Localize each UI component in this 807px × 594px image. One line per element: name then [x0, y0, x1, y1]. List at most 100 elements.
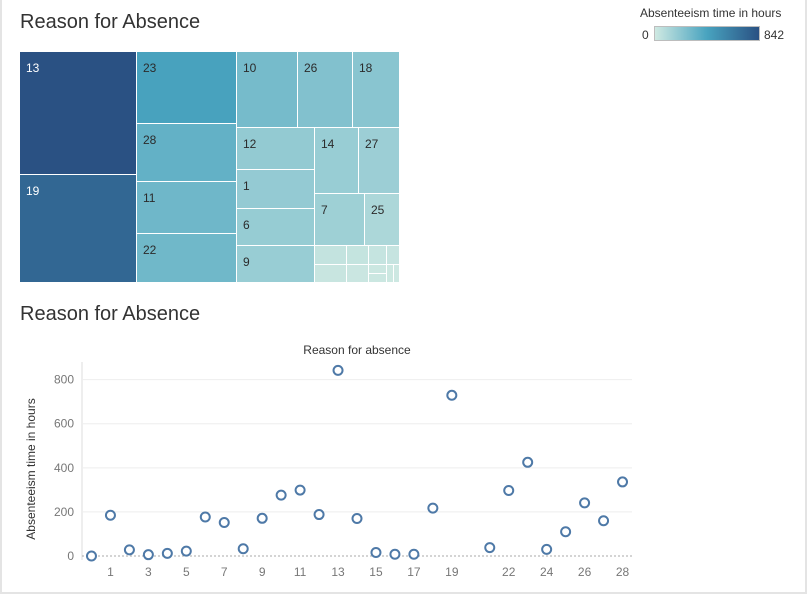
treemap-tile-22[interactable]: 22	[137, 234, 237, 283]
treemap-tile-small[interactable]	[369, 265, 387, 274]
scatter-point	[275, 489, 287, 501]
x-tick-label: 17	[407, 565, 421, 579]
scatter-point	[579, 497, 591, 509]
treemap-tile-label: 6	[243, 218, 250, 232]
treemap-tile-27[interactable]: 27	[359, 128, 400, 194]
treemap-tile-19[interactable]: 19	[20, 175, 137, 283]
legend-title: Absenteeism time in hours	[640, 6, 782, 20]
scatter-point	[142, 549, 154, 561]
treemap-tile-small[interactable]	[394, 265, 400, 283]
treemap-tile-label: 13	[26, 61, 40, 75]
scatter-point	[389, 548, 401, 560]
treemap-tile-label: 27	[365, 137, 379, 151]
treemap-tile-label: 7	[321, 203, 328, 217]
treemap-tile-label: 26	[304, 61, 318, 75]
treemap-tile-label: 12	[243, 137, 257, 151]
treemap-tile-label: 9	[243, 255, 250, 269]
x-tick-label: 28	[616, 565, 630, 579]
treemap-tile-label: 19	[26, 184, 40, 198]
treemap-tile-small[interactable]	[387, 265, 394, 283]
legend-min-label: 0	[642, 28, 649, 42]
scatter-title: Reason for Absence	[20, 303, 201, 325]
y-tick-label: 800	[54, 373, 74, 387]
treemap-tile-label: 18	[359, 61, 373, 75]
frame-edge-bottom	[0, 592, 807, 594]
x-tick-label: 19	[445, 565, 459, 579]
y-tick-label: 600	[54, 417, 74, 431]
treemap-tile-label: 1	[243, 179, 250, 193]
x-tick-label: 13	[331, 565, 345, 579]
treemap-tile-small[interactable]	[369, 246, 387, 265]
treemap-title: Reason for Absence	[20, 11, 201, 33]
treemap-tile-1[interactable]: 1	[237, 170, 315, 209]
scatter-point	[598, 515, 610, 527]
treemap-tile-10[interactable]: 10	[237, 52, 298, 128]
treemap-tile-7[interactable]: 7	[315, 194, 365, 246]
scatter-point	[503, 485, 515, 497]
scatter-point	[351, 513, 363, 525]
treemap-tile-small[interactable]	[369, 274, 387, 283]
x-tick-label: 22	[502, 565, 516, 579]
treemap-tile-14[interactable]: 14	[315, 128, 359, 194]
scatter-point	[256, 512, 268, 524]
treemap-tile-small[interactable]	[387, 246, 400, 265]
x-tick-label: 9	[259, 565, 266, 579]
legend-max-label: 842	[764, 28, 785, 42]
treemap-tile-label: 22	[143, 243, 157, 257]
treemap-tile-23[interactable]: 23	[137, 52, 237, 124]
scatter-point	[218, 516, 230, 528]
treemap-tile-label: 28	[143, 133, 157, 147]
treemap-tile-small[interactable]	[315, 246, 347, 265]
scatter-point	[484, 542, 496, 554]
scatter-point	[161, 547, 173, 559]
x-axis-title: Reason for absence	[303, 343, 411, 357]
treemap-tile-label: 11	[143, 191, 156, 205]
x-tick-label: 3	[145, 565, 152, 579]
scatter-point	[237, 543, 249, 555]
treemap-tile-label: 23	[143, 61, 157, 75]
scatter-point	[427, 502, 439, 514]
scatter-point	[408, 548, 420, 560]
x-tick-label: 5	[183, 565, 190, 579]
treemap-tile-9[interactable]: 9	[237, 246, 315, 283]
scatter-point	[104, 509, 116, 521]
treemap-tile-small[interactable]	[347, 246, 369, 265]
x-tick-label: 24	[540, 565, 554, 579]
treemap-tile-26[interactable]: 26	[298, 52, 353, 128]
treemap-tile-label: 14	[321, 137, 335, 151]
treemap-chart: 13 19 23 28 11 22 10 26 18 12 1 6 9 14 27 7 25	[20, 52, 400, 283]
treemap-tile-small[interactable]	[315, 265, 347, 283]
scatter-point	[370, 546, 382, 558]
y-tick-label: 200	[54, 505, 74, 519]
scatter-point	[313, 509, 325, 521]
y-axis-title: Absenteeism time in hours	[24, 398, 38, 539]
treemap-tile-13[interactable]: 13	[20, 52, 137, 175]
x-tick-label: 15	[369, 565, 383, 579]
legend-gradient-bar	[654, 26, 760, 41]
scatter-point	[85, 550, 97, 562]
frame-edge-right	[805, 0, 807, 594]
scatter-point	[541, 543, 553, 555]
treemap-tile-12[interactable]: 12	[237, 128, 315, 170]
scatter-point	[180, 545, 192, 557]
x-tick-label: 1	[107, 565, 114, 579]
treemap-tile-6[interactable]: 6	[237, 209, 315, 246]
x-tick-label: 11	[294, 565, 307, 579]
treemap-tile-28[interactable]: 28	[137, 124, 237, 182]
x-tick-label: 26	[578, 565, 592, 579]
scatter-point	[560, 526, 572, 538]
scatter-point	[617, 476, 629, 488]
y-tick-label: 400	[54, 461, 74, 475]
treemap-tile-18[interactable]: 18	[353, 52, 400, 128]
treemap-tile-small[interactable]	[347, 265, 369, 283]
y-tick-label: 0	[67, 549, 74, 563]
treemap-tile-25[interactable]: 25	[365, 194, 400, 246]
scatter-point	[123, 544, 135, 556]
scatter-point	[446, 389, 458, 401]
treemap-tile-label: 25	[371, 203, 385, 217]
treemap-tile-11[interactable]: 11	[137, 182, 237, 234]
scatter-point	[294, 484, 306, 496]
scatter-point	[522, 456, 534, 468]
treemap-tile-label: 10	[243, 61, 257, 75]
